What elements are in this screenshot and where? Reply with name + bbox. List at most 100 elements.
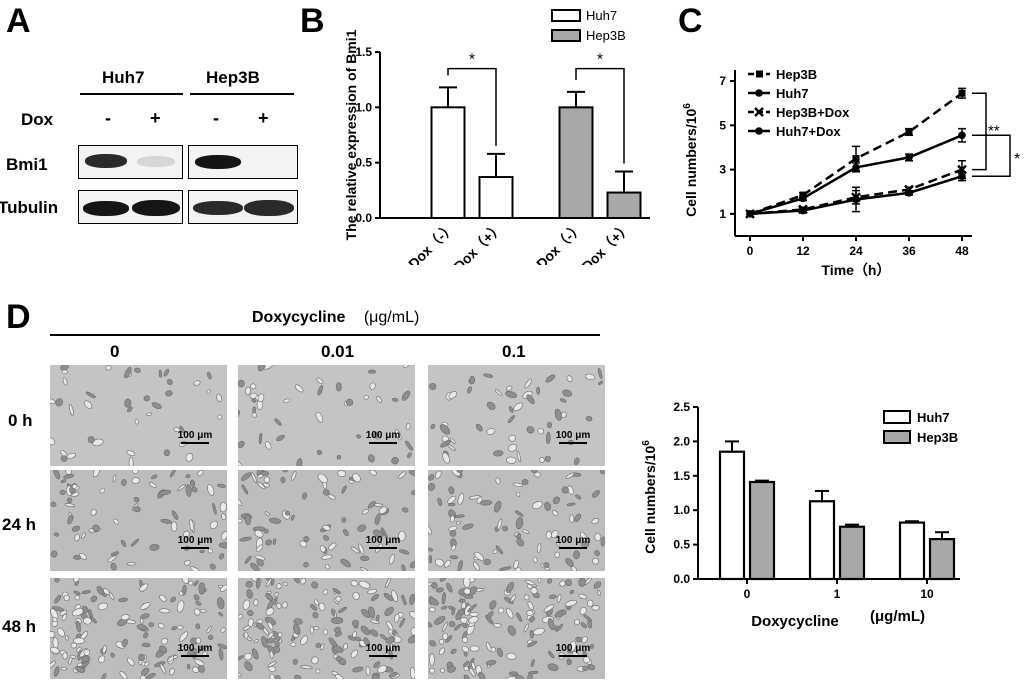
micrograph-cells [238,365,415,466]
chart-d-y-label: Cell numbers/106 [641,440,658,554]
chart-c-legend-marker [754,107,764,117]
scale-bar-label: 100 μm [177,535,213,546]
blot-huh7-tubulin [78,190,183,224]
chart-c-legend-marker [755,127,763,135]
panel-d-time-0: 0 h [8,411,33,430]
blot-cellline-huh7: Huh7 [102,68,145,87]
chart-c-x-tick-label: 12 [796,244,810,258]
micrograph-24h-conc-0: 100 μm [50,470,227,571]
chart-d-x-tick-label: 10 [920,587,934,601]
scale-bar: 100 μm [175,430,215,444]
chart-c-significance-label: ** [988,122,1000,139]
chart-c-point [852,195,860,204]
chart-d-bar [838,525,866,581]
micrograph-cells [428,470,605,571]
blot-underline-hep3b [190,93,294,95]
panel-d-conc-2: 0.1 [502,342,526,361]
blot-band [132,200,180,216]
micrograph-0h-conc-1: 100 μm [238,365,415,466]
scale-bar: 100 μm [553,430,593,444]
blot-underline-huh7 [80,93,183,95]
chart-b-y-tick-label: 1.0 [355,100,372,114]
scale-bar-line [559,547,587,549]
chart-c-point [799,194,807,203]
chart-d-bar [718,450,746,581]
scale-bar: 100 μm [175,643,215,657]
chart-c-significance-bracket [972,92,987,171]
chart-c-significance-bracket [972,134,1011,177]
panel-c-letter: C [678,2,703,40]
scale-bar-line [181,655,209,657]
chart-b-significance-label: * [597,52,603,69]
chart-b-x-tick-label: Dox（+） [579,219,635,265]
chart-d-bar [808,500,836,581]
scale-bar-line [559,442,587,444]
micrograph-0h-conc-2: 100 μm [428,365,605,466]
chart-d-x-label-unit: (μg/mL) [870,608,925,625]
chart-d-legend-swatch [883,410,911,424]
chart-d-bar [748,480,776,581]
panel-b-letter: B [300,2,325,40]
scale-bar: 100 μm [175,535,215,549]
chart-c-legend-label: Huh7 [776,86,809,101]
chart-b-bar [430,106,466,219]
scale-bar: 100 μm [553,643,593,657]
blot-huh7-bmi1 [78,145,183,179]
blot-hep3b-tubulin [188,190,298,224]
chart-b-significance-label: * [469,52,475,69]
blot-band [83,201,129,216]
chart-c: 1 3 5 7 0 12 24 36 48 Cell numbers/106 Time（h） Hep3… [682,67,1020,278]
blot-band [137,156,175,167]
blot-band [244,200,294,216]
chart-c-x-tick-label: 24 [849,244,863,258]
scale-bar-line [369,655,397,657]
panel-d-header-rule [50,334,600,336]
blot-cellline-hep3b: Hep3B [206,68,260,87]
scale-bar-label: 100 μm [365,430,401,441]
chart-b-y-tick-label: 0.5 [355,156,372,170]
scale-bar: 100 μm [363,430,403,444]
chart-c-point [958,89,966,97]
chart-c-y-tick-label: 1 [719,207,726,221]
chart-c-point [852,155,860,163]
scale-bar: 100 μm [363,535,403,549]
chart-c-x-tick-label: 48 [955,244,969,258]
chart-d-bar [898,521,926,581]
panel-d-header-title: Doxycycline [252,309,346,326]
panel-d-time-1: 24 h [2,515,37,534]
scale-bar-line [559,655,587,657]
micrograph-cells [50,470,227,571]
scale-bar-line [181,547,209,549]
panel-d-letter: D [6,298,31,336]
blot-protein-tubulin: Tubulin [0,198,59,217]
chart-d-y-label-sup: 6 [641,440,652,446]
micrograph-48h-conc-2: 100 μm [428,578,605,679]
chart-c-point [746,210,754,218]
chart-d-bar [928,537,956,581]
chart-b-significance-bracket [575,67,625,164]
chart-c-legend-label: Hep3B [776,67,817,82]
chart-c-x-tick-label: 0 [747,244,754,258]
chart-d-y-tick-label: 0.5 [673,538,690,552]
chart-d-y-tick-label: 2.0 [673,434,690,448]
scale-bar-line [369,547,397,549]
micrograph-48h-conc-0: 100 μm [50,578,227,679]
blot-dox-label: Dox [21,110,54,129]
chart-b-x-tick-label: Dox（-） [533,219,586,265]
chart-c-y-label-sup: 6 [682,103,693,109]
chart-d-y-tick-label: 2.5 [673,400,690,414]
chart-c-significance-label: * [1014,151,1020,168]
blot-dox-state-1: - [105,108,111,128]
chart-b-x-tick-label: Dox（+） [451,219,507,265]
scale-bar-line [181,442,209,444]
chart-d-legend-label: Hep3B [917,430,958,445]
chart-b-x-tick-label: Dox（-） [405,219,458,265]
micrograph-0h-conc-0: 100 μm [50,365,227,466]
scale-bar: 100 μm [553,535,593,549]
micrograph-24h-conc-2: 100 μm [428,470,605,571]
chart-d-y-tick-label: 1.0 [673,503,690,517]
chart-c-point [799,206,807,215]
blot-dox-state-4: + [258,108,269,128]
chart-b-legend-label: Hep3B [586,28,626,43]
chart-d-y-tick-label: 1.5 [673,469,690,483]
